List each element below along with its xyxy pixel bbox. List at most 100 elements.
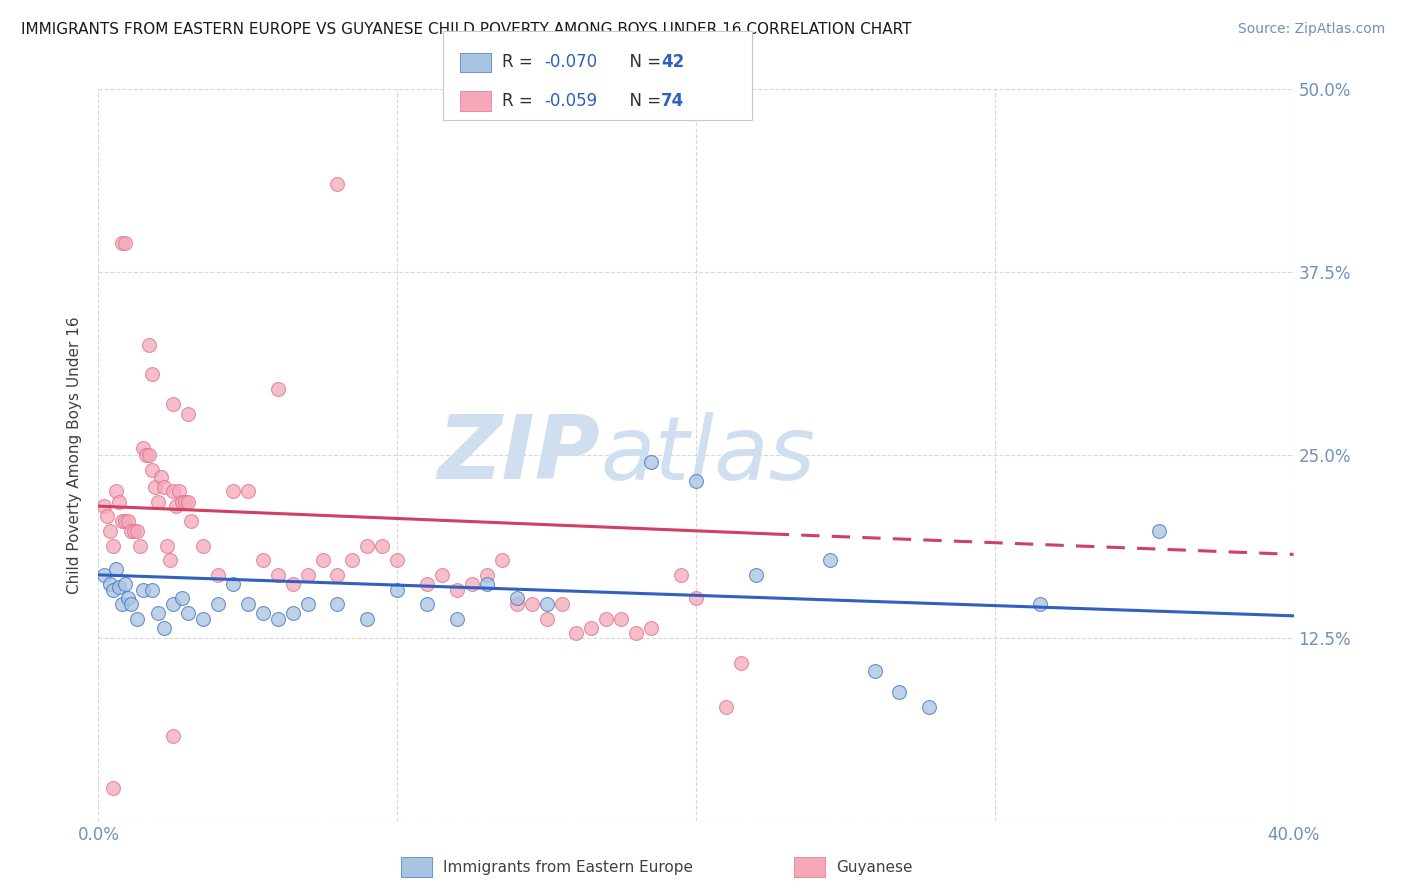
- Point: [356, 612, 378, 626]
- Point: [222, 484, 245, 499]
- Point: [640, 621, 662, 635]
- Point: [138, 448, 160, 462]
- Point: [103, 582, 125, 597]
- Point: [626, 626, 648, 640]
- Point: [103, 781, 125, 796]
- Point: [475, 576, 498, 591]
- Point: [129, 539, 152, 553]
- Point: [685, 591, 707, 606]
- Point: [506, 591, 529, 606]
- Point: [172, 591, 194, 606]
- Point: [96, 509, 118, 524]
- Point: [416, 597, 439, 611]
- Point: [385, 553, 409, 567]
- Point: [105, 562, 128, 576]
- Point: [446, 612, 468, 626]
- Point: [111, 597, 134, 611]
- Point: [416, 576, 439, 591]
- Point: [550, 597, 572, 611]
- Point: [180, 514, 202, 528]
- Point: [162, 484, 184, 499]
- Point: [385, 582, 409, 597]
- Point: [297, 597, 319, 611]
- Point: [162, 729, 184, 743]
- Y-axis label: Child Poverty Among Boys Under 16: Child Poverty Among Boys Under 16: [67, 316, 83, 594]
- Point: [191, 539, 214, 553]
- Text: 74: 74: [661, 92, 685, 110]
- Point: [714, 699, 737, 714]
- Point: [111, 235, 134, 250]
- Point: [162, 397, 184, 411]
- Point: [342, 553, 364, 567]
- Point: [640, 455, 662, 469]
- Point: [267, 567, 290, 582]
- Point: [191, 612, 214, 626]
- Point: [356, 539, 378, 553]
- Point: [565, 626, 588, 640]
- Point: [281, 576, 304, 591]
- Point: [93, 567, 115, 582]
- Point: [222, 576, 245, 591]
- Point: [745, 567, 768, 582]
- Point: [177, 407, 200, 421]
- Point: [475, 567, 498, 582]
- Point: [103, 539, 125, 553]
- Text: N =: N =: [619, 54, 666, 71]
- Point: [252, 606, 274, 620]
- Point: [581, 621, 603, 635]
- Point: [135, 448, 157, 462]
- Point: [1147, 524, 1170, 538]
- Point: [100, 524, 122, 538]
- Text: Source: ZipAtlas.com: Source: ZipAtlas.com: [1237, 22, 1385, 37]
- Point: [311, 553, 333, 567]
- Point: [141, 368, 163, 382]
- Text: 42: 42: [661, 54, 685, 71]
- Point: [153, 621, 176, 635]
- Point: [108, 494, 131, 508]
- Point: [148, 606, 170, 620]
- Point: [669, 567, 692, 582]
- Point: [1028, 597, 1050, 611]
- Point: [165, 499, 187, 513]
- Point: [120, 524, 142, 538]
- Text: atlas: atlas: [600, 412, 815, 498]
- Point: [153, 480, 176, 494]
- Point: [114, 514, 136, 528]
- Point: [918, 699, 941, 714]
- Point: [889, 685, 911, 699]
- Point: [326, 567, 349, 582]
- Point: [162, 597, 184, 611]
- Point: [117, 514, 139, 528]
- Point: [326, 178, 349, 192]
- Point: [93, 499, 115, 513]
- Point: [177, 606, 200, 620]
- Point: [114, 576, 136, 591]
- Point: [610, 612, 633, 626]
- Point: [207, 567, 229, 582]
- Point: [536, 597, 558, 611]
- Point: [174, 494, 197, 508]
- Point: [326, 597, 349, 611]
- Point: [506, 597, 529, 611]
- Point: [536, 612, 558, 626]
- Point: [114, 235, 136, 250]
- Text: R =: R =: [502, 92, 538, 110]
- Point: [156, 539, 179, 553]
- Point: [138, 338, 160, 352]
- Point: [865, 665, 887, 679]
- Point: [520, 597, 543, 611]
- Point: [207, 597, 229, 611]
- Point: [124, 524, 146, 538]
- Text: IMMIGRANTS FROM EASTERN EUROPE VS GUYANESE CHILD POVERTY AMONG BOYS UNDER 16 COR: IMMIGRANTS FROM EASTERN EUROPE VS GUYANE…: [21, 22, 911, 37]
- Point: [108, 580, 131, 594]
- Point: [159, 553, 181, 567]
- Text: -0.059: -0.059: [544, 92, 598, 110]
- Point: [252, 553, 274, 567]
- Point: [236, 484, 259, 499]
- Point: [105, 484, 128, 499]
- Text: ZIP: ZIP: [437, 411, 600, 499]
- Text: R =: R =: [502, 54, 538, 71]
- Point: [371, 539, 394, 553]
- Point: [111, 514, 134, 528]
- Point: [127, 524, 149, 538]
